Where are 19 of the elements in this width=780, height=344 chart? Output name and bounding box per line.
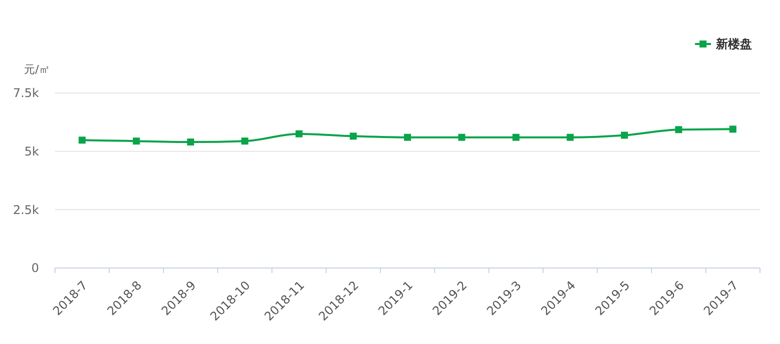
point (512, 134, 520, 141)
point (350, 132, 357, 140)
point (132, 138, 140, 145)
point (241, 138, 248, 145)
point (78, 136, 86, 144)
point (187, 138, 194, 146)
y-tick-label: 5k (24, 144, 40, 159)
point (296, 130, 303, 138)
y-tick-label: 7.5k (12, 86, 40, 100)
point (620, 132, 628, 139)
y-axis-title: 元/㎡ (24, 63, 50, 76)
y-tick-label: 2.5k (12, 202, 40, 217)
point (458, 134, 466, 141)
legend-label: 新楼盘 (715, 37, 752, 52)
point (404, 134, 411, 141)
point (675, 126, 682, 134)
point (729, 126, 736, 133)
point (566, 134, 574, 141)
y-tick-label: 0 (31, 261, 39, 276)
